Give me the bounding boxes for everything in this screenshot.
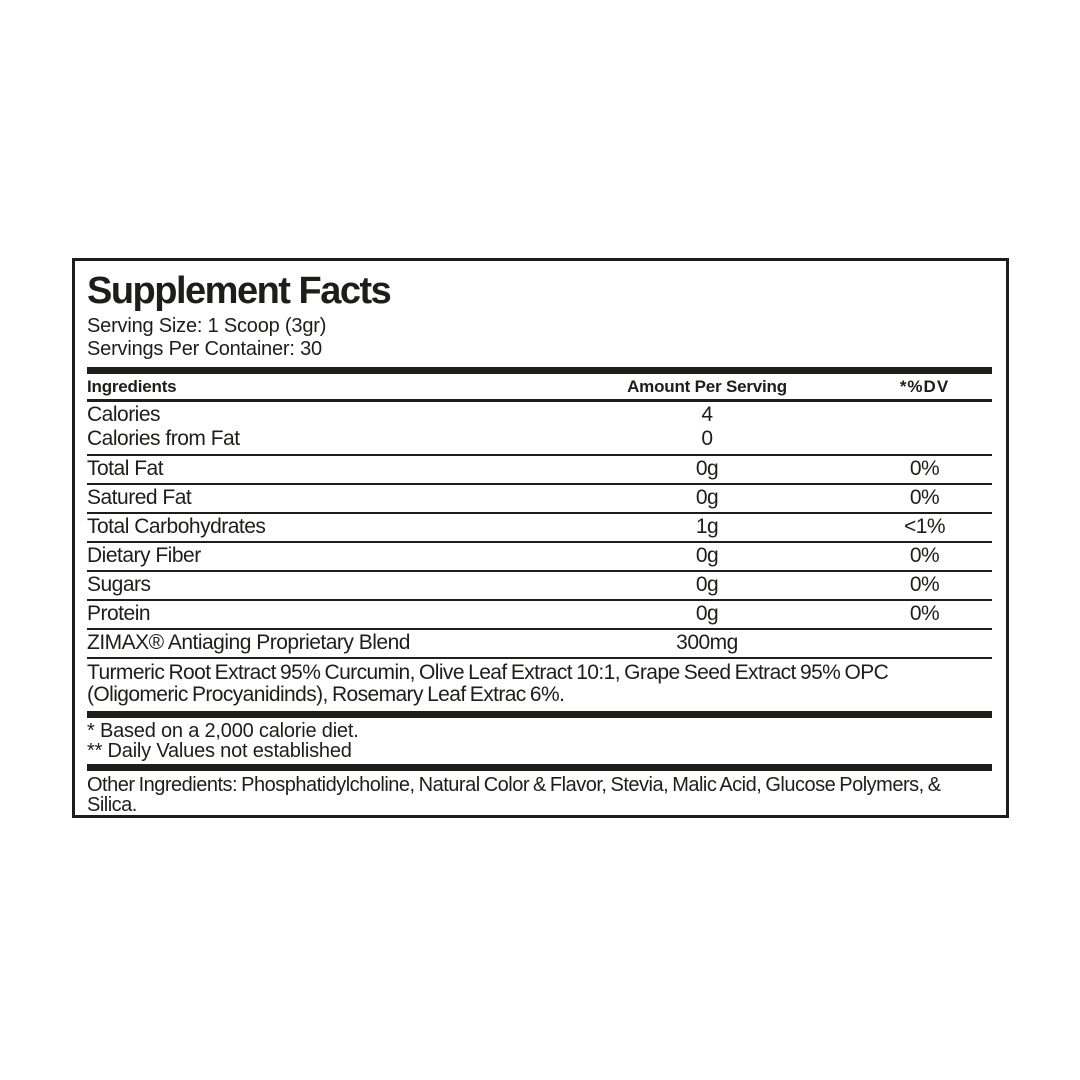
- row-amount: 4: [701, 403, 713, 426]
- row-dv: 0%: [909, 602, 940, 625]
- row-divider: [87, 628, 992, 630]
- row-label: Sugars: [87, 573, 151, 596]
- table-row-calories: Calories 4: [87, 402, 992, 427]
- panel-title: Supplement Facts: [87, 270, 392, 312]
- row-dv: 0%: [909, 457, 940, 480]
- table-row-sugars: Sugars 0g 0%: [87, 572, 992, 599]
- row-label: Satured Fat: [87, 486, 192, 509]
- row-amount: 0: [701, 427, 713, 450]
- thick-divider-bottom: [87, 764, 992, 771]
- thick-divider-middle: [87, 711, 992, 718]
- row-divider: [87, 599, 992, 601]
- row-label: Total Carbohydrates: [87, 515, 266, 538]
- row-divider: [87, 541, 992, 543]
- row-dv: 0%: [909, 573, 940, 596]
- serving-size: Serving Size: 1 Scoop (3gr): [87, 315, 327, 337]
- row-label: Total Fat: [87, 457, 164, 480]
- table-row-calories-from-fat: Calories from Fat 0: [87, 427, 992, 454]
- row-label: Calories: [87, 403, 161, 426]
- header-underline: [87, 399, 992, 402]
- row-label: ZIMAX® Antiaging Proprietary Blend: [87, 631, 410, 654]
- table-row-total-fat: Total Fat 0g 0%: [87, 456, 992, 483]
- row-amount: 0g: [695, 602, 719, 625]
- table-row-protein: Protein 0g 0%: [87, 601, 992, 628]
- table-row-total-carbohydrates: Total Carbohydrates 1g <1%: [87, 514, 992, 541]
- blend-description: Turmeric Root Extract 95% Curcumin, Oliv…: [87, 661, 889, 706]
- footnote-daily-values: ** Daily Values not established: [87, 740, 352, 762]
- row-amount: 300mg: [676, 631, 738, 654]
- row-label: Calories from Fat: [87, 427, 240, 450]
- row-amount: 0g: [695, 486, 719, 509]
- row-label: Dietary Fiber: [87, 544, 201, 567]
- ingredients-column-header: Ingredients: [87, 377, 177, 396]
- row-amount: 1g: [695, 515, 719, 538]
- table-header-row: Ingredients Amount Per Serving *%DV: [87, 374, 992, 399]
- dv-column-header: *%DV: [899, 377, 950, 396]
- supplement-facts-panel: Supplement Facts Serving Size: 1 Scoop (…: [72, 258, 1009, 818]
- table-row-satured-fat: Satured Fat 0g 0%: [87, 485, 992, 512]
- table-row-dietary-fiber: Dietary Fiber 0g 0%: [87, 543, 992, 570]
- row-dv: 0%: [909, 544, 940, 567]
- row-amount: 0g: [695, 573, 719, 596]
- row-label: Protein: [87, 602, 151, 625]
- row-dv: 0%: [909, 486, 940, 509]
- row-divider: [87, 512, 992, 514]
- row-amount: 0g: [695, 544, 719, 567]
- table-row-zimax-blend: ZIMAX® Antiaging Proprietary Blend 300mg: [87, 630, 992, 657]
- other-ingredients: Other Ingredients: Phosphatidylcholine, …: [87, 774, 941, 816]
- row-divider: [87, 483, 992, 485]
- thick-divider-top: [87, 367, 992, 374]
- amount-column-header: Amount Per Serving: [627, 377, 787, 396]
- servings-per-container: Servings Per Container: 30: [87, 338, 322, 360]
- row-divider: [87, 657, 992, 659]
- row-divider: [87, 454, 992, 456]
- footnote-calorie-diet: * Based on a 2,000 calorie diet.: [87, 720, 359, 742]
- row-divider: [87, 570, 992, 572]
- row-amount: 0g: [695, 457, 719, 480]
- row-dv: <1%: [903, 515, 946, 538]
- footnotes-block: * Based on a 2,000 calorie diet. ** Dail…: [87, 718, 992, 764]
